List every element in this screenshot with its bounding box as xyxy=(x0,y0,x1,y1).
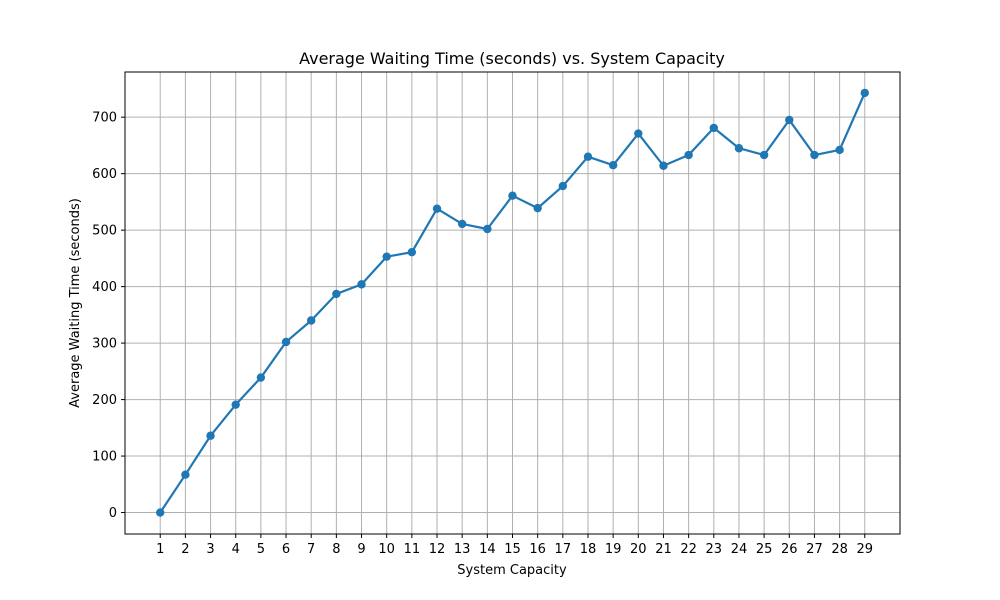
data-point xyxy=(457,219,467,229)
data-point xyxy=(709,123,718,133)
x-tick-label: 9 xyxy=(357,542,365,557)
y-tick-label: 300 xyxy=(92,337,117,352)
x-tick-label: 20 xyxy=(630,542,647,557)
data-point xyxy=(634,129,643,138)
y-axis-label: Average Waiting Time (seconds) xyxy=(68,198,83,408)
x-tick-label: 28 xyxy=(831,542,848,557)
x-tick-label: 16 xyxy=(529,542,546,557)
x-axis-label: System Capacity xyxy=(457,563,567,578)
x-tick-label: 24 xyxy=(731,542,748,557)
x-tick-label: 6 xyxy=(282,542,290,557)
x-tick-label: 3 xyxy=(206,542,214,557)
x-tick-label: 22 xyxy=(680,542,697,557)
x-tick-label: 25 xyxy=(756,542,773,557)
axis-ticks: 1 2 3 4 5 6 7 8 9 10 11 12 13 14 15 16 17 18 19 20 21 22 23 24 2… xyxy=(92,111,873,557)
x-tick-label: 4 xyxy=(232,542,240,557)
data-point xyxy=(357,280,366,289)
data-point xyxy=(583,152,593,161)
data-point xyxy=(608,160,618,170)
y-tick-label: 600 xyxy=(92,167,117,182)
data-point xyxy=(332,289,341,299)
data-point xyxy=(659,161,668,170)
x-tick-label: 23 xyxy=(706,542,723,557)
x-tick-label: 14 xyxy=(479,542,496,557)
data-point xyxy=(483,224,492,234)
x-tick-label: 13 xyxy=(454,542,471,557)
series-layer xyxy=(156,88,869,517)
data-point xyxy=(206,431,215,440)
data-point xyxy=(810,150,819,160)
x-tick-label: 27 xyxy=(806,542,823,557)
x-tick-label: 10 xyxy=(378,542,395,557)
data-point xyxy=(533,203,542,213)
data-point xyxy=(734,144,744,153)
data-point xyxy=(156,508,165,517)
x-tick-label: 12 xyxy=(429,542,446,557)
data-point xyxy=(432,204,442,213)
x-tick-label: 26 xyxy=(781,542,798,557)
x-tick-label: 17 xyxy=(555,542,572,557)
x-tick-label: 2 xyxy=(181,542,189,557)
grid-lines xyxy=(125,72,900,534)
data-point xyxy=(281,337,291,347)
y-tick-label: 500 xyxy=(92,224,117,239)
data-point xyxy=(382,252,391,261)
data-point xyxy=(759,150,769,160)
data-point xyxy=(835,145,844,155)
x-tick-label: 19 xyxy=(605,542,622,557)
x-tick-label: 21 xyxy=(655,542,672,557)
data-point xyxy=(181,470,190,479)
data-point xyxy=(684,150,693,160)
y-tick-label: 0 xyxy=(109,506,117,521)
data-point xyxy=(256,373,266,382)
data-point xyxy=(508,191,517,200)
y-tick-label: 100 xyxy=(92,450,117,465)
x-tick-label: 18 xyxy=(580,542,597,557)
data-point xyxy=(231,400,240,409)
data-point xyxy=(307,316,316,325)
y-tick-label: 400 xyxy=(92,280,117,295)
x-tick-label: 1 xyxy=(156,542,164,557)
data-point xyxy=(407,247,417,257)
x-tick-label: 5 xyxy=(257,542,265,557)
y-tick-label: 700 xyxy=(92,111,117,126)
y-tick-label: 200 xyxy=(92,393,117,408)
x-tick-label: 15 xyxy=(504,542,521,557)
x-tick-label: 11 xyxy=(404,542,421,557)
x-tick-label: 29 xyxy=(856,542,873,557)
data-point xyxy=(558,181,568,191)
data-point xyxy=(860,88,869,98)
chart-title: Average Waiting Time (seconds) vs. Syste… xyxy=(299,49,725,68)
data-point xyxy=(785,115,794,125)
x-tick-label: 8 xyxy=(332,542,340,557)
x-tick-label: 7 xyxy=(307,542,315,557)
